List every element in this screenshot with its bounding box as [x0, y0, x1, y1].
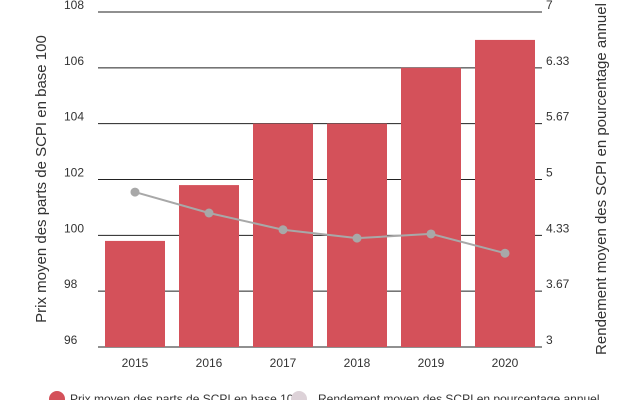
y-tick-label-right: 5	[546, 166, 553, 180]
x-tick-label: 2018	[344, 356, 371, 370]
bar	[105, 240, 165, 347]
y-tick-label-right: 7	[546, 0, 553, 12]
y-tick-label-left: 98	[64, 277, 78, 291]
y-tick-label-right: 3.67	[546, 277, 570, 291]
x-tick-label: 2017	[270, 356, 297, 370]
series-line	[134, 191, 506, 255]
y-axis-title-left: Prix moyen des parts de SCPI en base 100	[33, 35, 50, 323]
line-point	[352, 233, 362, 243]
x-tick-label: 2016	[196, 356, 223, 370]
y-tick-label-left: 104	[64, 110, 84, 124]
line-point	[278, 225, 288, 235]
x-tick-label: 2019	[418, 356, 445, 370]
y-tick-label-left: 96	[64, 333, 78, 347]
y-tick-label-right: 4.33	[546, 221, 570, 235]
legend-label-bars: Prix moyen des parts de SCPI en base 100	[70, 392, 300, 400]
line-point	[130, 187, 140, 197]
tick-labels: 96 3 98 3.67 100 4.33 102 5 104 5.67 106 6.33 108 7 20…	[64, 0, 570, 370]
y-tick-label-left: 102	[64, 166, 84, 180]
y-tick-label-left: 106	[64, 54, 84, 68]
y-tick-label-right: 6.33	[546, 54, 570, 68]
line-series	[130, 187, 510, 258]
bar	[401, 67, 461, 347]
x-tick-label: 2015	[122, 356, 149, 370]
legend-swatch-bars	[49, 391, 65, 400]
gridlines	[98, 11, 542, 348]
line-point	[426, 229, 436, 239]
y-axis-title-right: Rendement moyen des SCPI en pourcentage …	[593, 3, 610, 355]
legend-label-line: Rendement moyen des SCPI en pourcentage …	[318, 392, 600, 400]
y-tick-label-left: 100	[64, 221, 84, 235]
legend: Prix moyen des parts de SCPI en base 100…	[49, 391, 600, 400]
bar-series	[105, 39, 535, 348]
x-tick-label: 2020	[492, 356, 519, 370]
y-tick-label-left: 108	[64, 0, 84, 12]
bar	[475, 39, 535, 348]
legend-swatch-line	[291, 391, 307, 400]
y-tick-label-right: 3	[546, 333, 553, 347]
line-point	[204, 208, 214, 218]
y-tick-label-right: 5.67	[546, 110, 570, 124]
line-point	[500, 248, 510, 258]
bar	[253, 123, 313, 348]
